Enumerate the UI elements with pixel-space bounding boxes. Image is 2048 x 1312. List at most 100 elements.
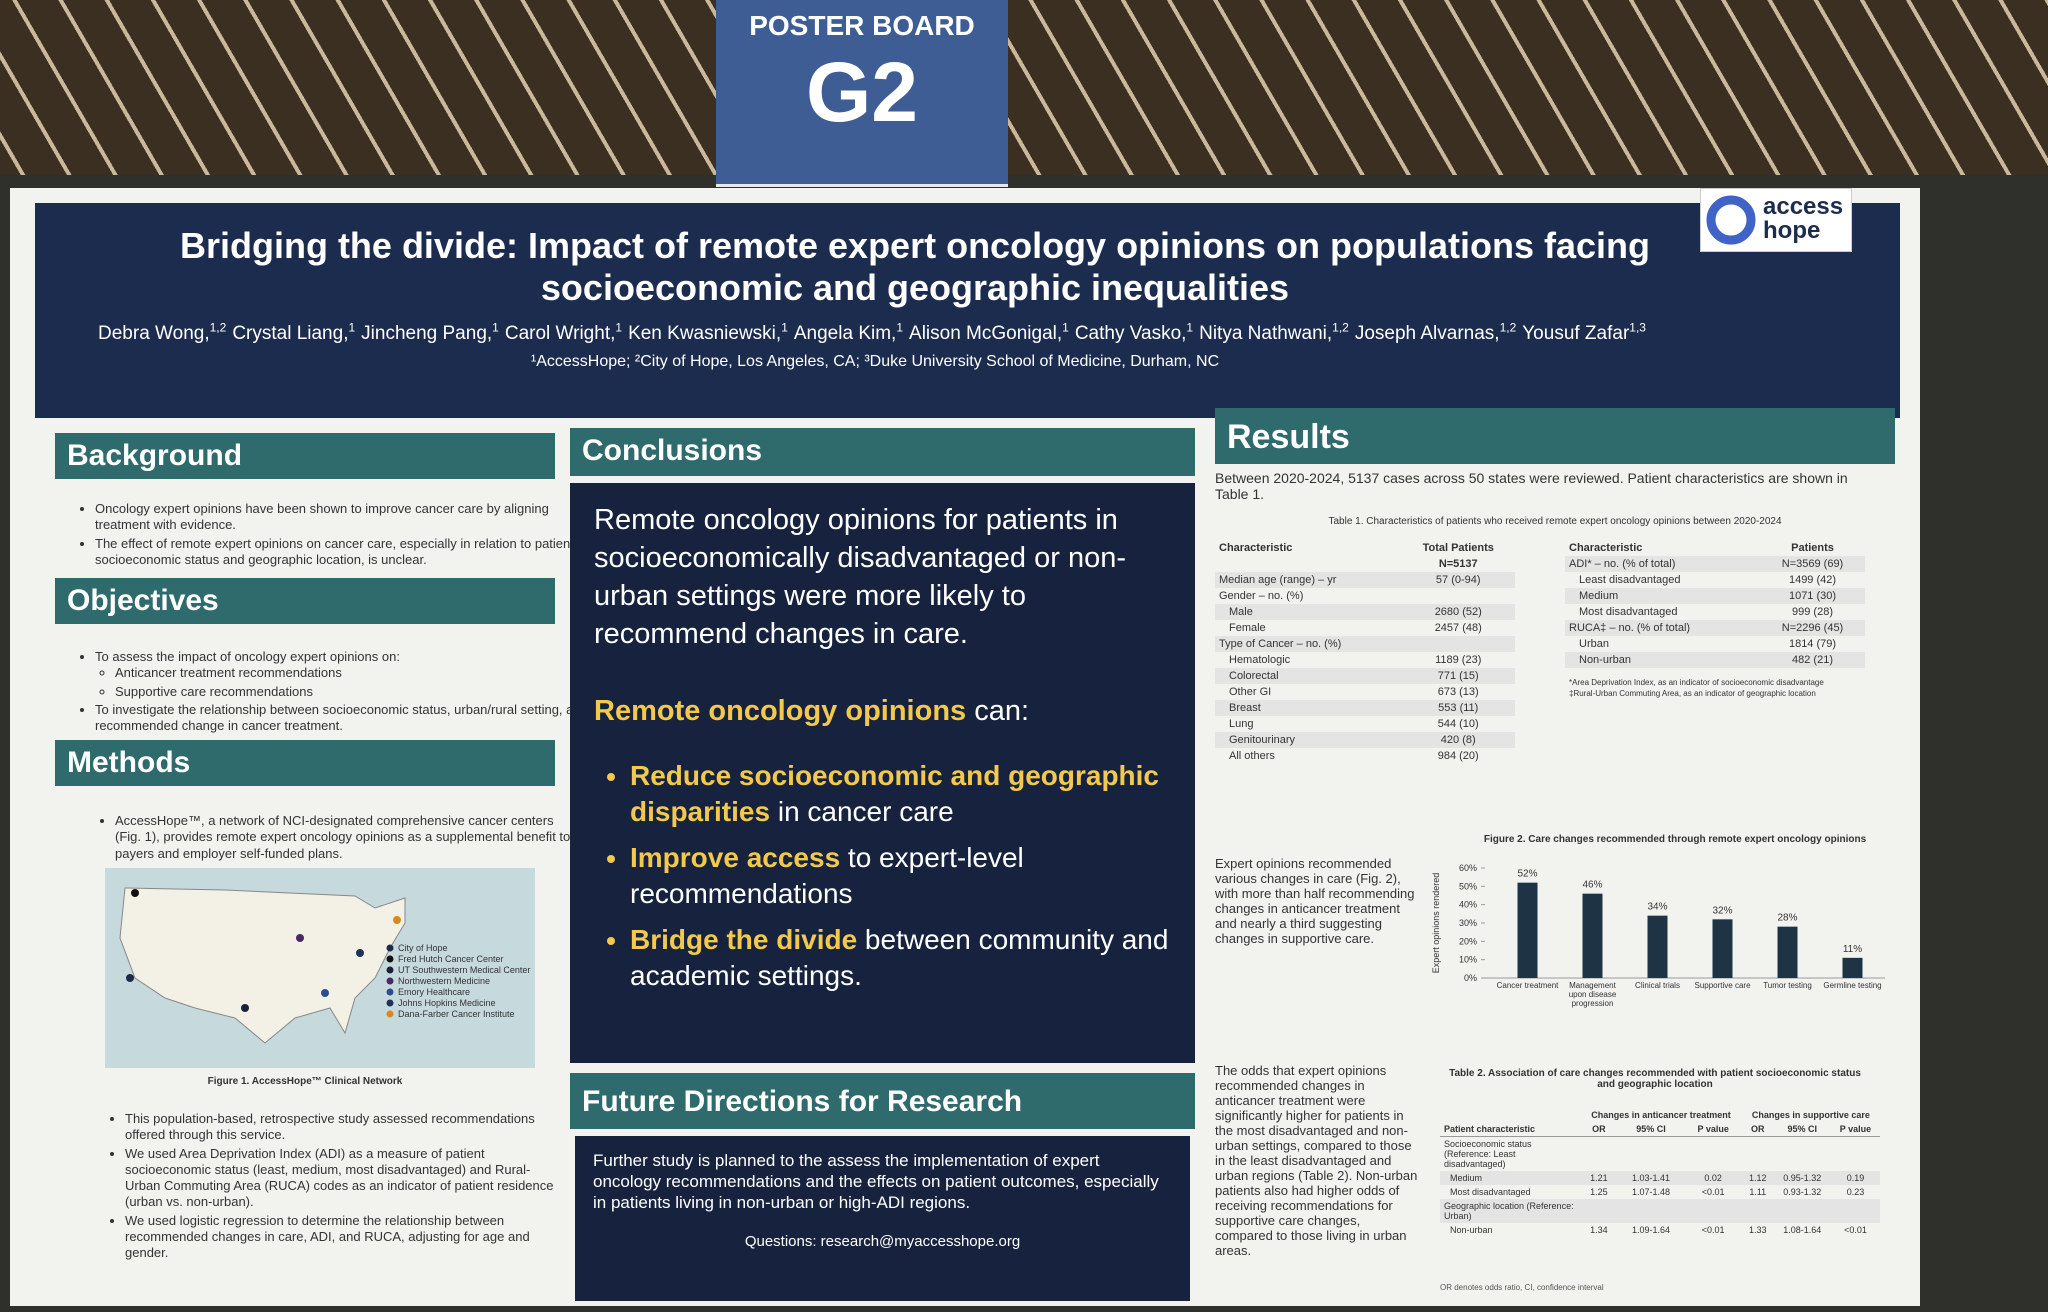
author: Yousuf Zafar1,3 — [1522, 321, 1646, 344]
row-label: Median age (range) – yr — [1215, 572, 1402, 588]
legend-dot — [386, 988, 394, 996]
legend-dot — [386, 966, 394, 974]
row-label: RUCA‡ – no. (% of total) — [1565, 620, 1761, 636]
section-heading: Conclusions — [570, 428, 1195, 476]
cell: 1.21 — [1580, 1171, 1618, 1185]
row-label: Least disadvantaged — [1579, 574, 1681, 586]
legend-dot — [386, 1010, 394, 1018]
table-row: Least disadvantaged 1499 (42) — [1565, 572, 1865, 588]
logo-ring — [1706, 195, 1756, 245]
x-tick-label: Clinical trials — [1635, 981, 1680, 990]
x-tick-label-box: Cancer treatment — [1497, 981, 1559, 990]
ceiling — [0, 0, 2048, 175]
author-name: Nitya Nathwani, — [1199, 323, 1333, 345]
poster: Bridging the divide: Impact of remote ex… — [10, 188, 1920, 1306]
author: Debra Wong,1,2 — [98, 321, 226, 344]
cell: <0.01 — [1701, 1187, 1725, 1197]
cell: 771 (15) — [1401, 668, 1515, 684]
cell — [1401, 636, 1515, 652]
row-label: Male — [1215, 604, 1402, 620]
site-dot — [131, 889, 139, 897]
cell: N=2296 (45) — [1760, 620, 1865, 636]
site-dot — [296, 934, 304, 942]
cell: 984 (20) — [1437, 750, 1479, 762]
table-row: Median age (range) – yr 57 (0-94) — [1215, 572, 1515, 588]
author-affiliation: 1 — [1062, 321, 1069, 335]
affiliations: ¹AccessHope; ²City of Hope, Los Angeles,… — [530, 353, 1220, 370]
author-name: Carol Wright, — [504, 323, 616, 345]
row-label: Breast — [1215, 700, 1402, 716]
conclusion-bullets: Reduce socioeconomic and geographic disp… — [594, 758, 1171, 994]
x-tick-label-box: Management upon disease progression — [1568, 981, 1617, 1008]
author-affiliation: 1 — [781, 321, 788, 335]
bar — [1712, 919, 1733, 978]
y-axis-label: Expert opinions rendered — [1431, 873, 1441, 974]
table-row: Other GI 673 (13) — [1215, 684, 1515, 700]
bar — [1647, 915, 1668, 978]
table-row: All others 984 (20) — [1215, 748, 1515, 764]
group-cell: Changes in supportive care — [1751, 1110, 1870, 1120]
author-affiliation: 1,2 — [1332, 321, 1349, 335]
bullet-bold: Improve access — [630, 842, 841, 873]
legend-label: Emory Healthcare — [398, 987, 470, 997]
bullet: The effect of remote expert opinions on … — [95, 536, 595, 569]
legend-label: Fred Hutch Cancer Center — [398, 954, 504, 964]
cell: 0.23 — [1846, 1187, 1865, 1197]
row-label: Urban — [1579, 638, 1609, 650]
site-dot — [393, 916, 401, 924]
header-cell: P value — [1839, 1124, 1872, 1134]
author-affiliation: 1 — [615, 321, 623, 335]
bullet-rest: to expert-level recommendations — [630, 842, 1024, 909]
table-header: Characteristic Patients — [1565, 540, 1865, 556]
cell: 1189 (23) — [1435, 654, 1482, 666]
table-row: Hematologic 1189 (23) — [1215, 652, 1515, 668]
subheader-cell: N=5137 — [1438, 558, 1478, 570]
bullet: This population-based, retrospective stu… — [125, 1111, 565, 1144]
x-tick-label: Tumor testing — [1763, 981, 1812, 990]
table-row: Non-urban 482 (21) — [1565, 652, 1865, 668]
bullet: To assess the impact of oncology expert … — [95, 649, 595, 700]
table-row: Medium 1071 (30) — [1565, 588, 1865, 604]
footnote-row: ‡Rural-Urban Commuting Area, as an indic… — [1565, 689, 1865, 700]
table-row: Non-urban 1.34 1.09-1.64 <0.01 1.33 1.08-1.64… — [1440, 1223, 1880, 1237]
author: Alison McGonigal,1 — [909, 321, 1069, 344]
table-row: Socioeconomic status (Reference: Least d… — [1440, 1137, 1880, 1172]
row-label: Medium — [1565, 588, 1761, 604]
bar — [1582, 893, 1603, 978]
cell: 420 (8) — [1401, 732, 1515, 748]
cell — [1684, 1199, 1742, 1223]
y-tick-label: 30% — [1459, 918, 1477, 928]
table-row: Type of Cancer – no. (%) — [1215, 636, 1515, 652]
future-text: Further study is planned to the assess t… — [593, 1151, 1159, 1212]
bullet-bold: Reduce socioeconomic and geographic disp… — [630, 760, 1160, 827]
bullet-rest: in cancer care — [770, 796, 954, 827]
cell: Non-urban — [1450, 1225, 1493, 1235]
table-header: Characteristic Total Patients — [1215, 540, 1515, 556]
y-tick-label: 40% — [1459, 900, 1477, 910]
bullet-bold: Bridge the divide — [630, 924, 858, 955]
bullet-text: To assess the impact of oncology expert … — [95, 649, 400, 664]
table: Characteristic Patients ADI* – no. (% of t… — [1565, 540, 1865, 700]
bullet: We used logistic regression to determine… — [125, 1213, 565, 1262]
conclusion-bullet: Bridge the divide between community and … — [630, 922, 1171, 994]
x-tick-label: Management upon disease progression — [1568, 981, 1617, 1008]
title: Bridging the divide: Impact of remote ex… — [179, 225, 1651, 308]
future-box: Further study is planned to the assess t… — [575, 1136, 1190, 1301]
footnote: OR denotes odds ratio, CI, confidence in… — [1440, 1283, 1604, 1292]
section-heading: Background — [55, 433, 555, 479]
cell: 1.03-1.41 — [1617, 1171, 1685, 1185]
value-label: 52% — [1517, 869, 1537, 880]
cell: 1814 (79) — [1788, 638, 1837, 650]
author: Nitya Nathwani,1,2 — [1199, 321, 1349, 345]
bullet-list: Oncology expert opinions have been shown… — [55, 501, 595, 570]
cell: 0.93-1.32 — [1783, 1187, 1822, 1197]
board-id: G2 — [805, 45, 919, 139]
cell: 673 (13) — [1437, 686, 1479, 698]
cell: 57 (0-94) — [1401, 572, 1515, 588]
bar-chart: Figure 2. Care changes recommended throu… — [1431, 834, 1885, 1008]
cell: 2457 (48) — [1434, 622, 1482, 634]
lead-bold: Remote oncology opinions — [594, 695, 967, 727]
site-dot — [356, 949, 364, 957]
table-row: Colorectal 771 (15) — [1215, 668, 1515, 684]
author-affiliation: 1 — [492, 321, 499, 335]
